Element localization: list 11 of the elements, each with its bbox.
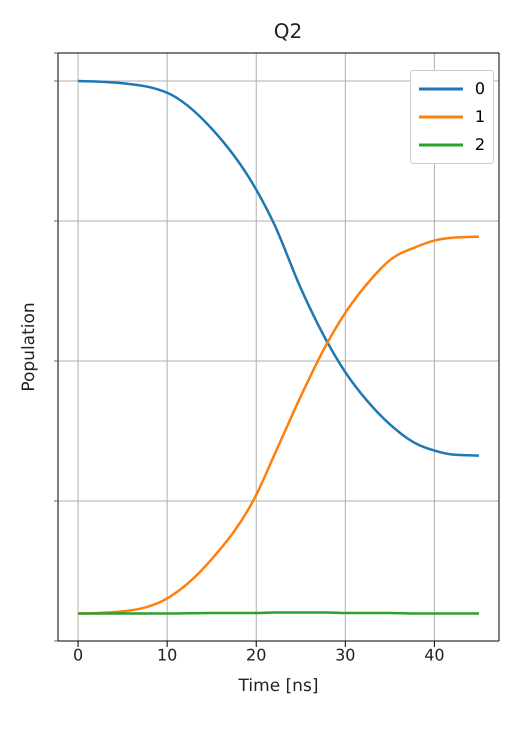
chart-title: Q2 [274,19,302,43]
x-tick-label: 20 [246,645,266,664]
x-tick-label: 0 [72,645,84,664]
x-tick-label: 30 [335,645,356,664]
legend-label: 1 [474,106,485,128]
legend-label: 2 [474,134,485,156]
legend-label: 0 [474,78,485,100]
x-tick-label: 40 [424,645,445,664]
x-axis-title: Time [ns] [238,676,318,696]
y-axis-title: Population [19,302,40,392]
x-tick-label: 10 [156,645,178,664]
